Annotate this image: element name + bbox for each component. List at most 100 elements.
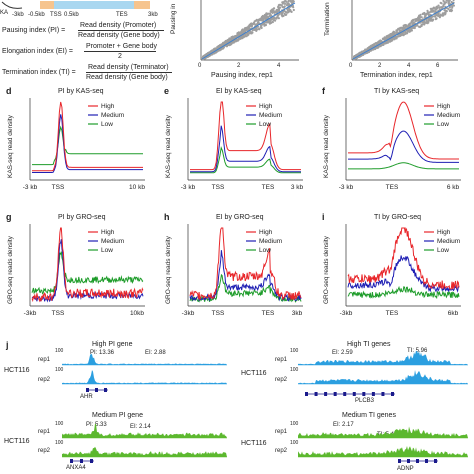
scatter-point: [214, 47, 217, 50]
fit-line: [352, 2, 455, 60]
cell-line: HCT116: [241, 440, 267, 447]
gene-exon: [391, 392, 394, 396]
legend-label: Low: [101, 121, 113, 128]
panel-title: TI by GRO-seq: [374, 214, 422, 221]
scatter-point: [421, 23, 424, 26]
scatter-point: [386, 41, 389, 44]
scatter-point: [250, 32, 253, 35]
series-line-high: [190, 101, 301, 171]
x-tick-label: -3 kb: [181, 184, 196, 191]
scatter-point: [416, 19, 419, 22]
scatter-point: [444, 10, 447, 13]
scatter-xtick: 6: [436, 63, 440, 69]
scale-label: 100: [55, 348, 64, 354]
scatter-point: [432, 15, 435, 18]
gene-exon: [70, 459, 73, 463]
rep-label: rep2: [275, 377, 288, 383]
scatter-point: [445, 0, 448, 2]
scatter-point: [410, 21, 413, 24]
eq-name: Termination index (TI) =: [2, 69, 76, 76]
track-signal: [62, 353, 227, 365]
scatter-point: [257, 18, 260, 21]
legend-label: Medium: [437, 238, 460, 245]
eq-name: Pausing index (PI) =: [2, 27, 66, 34]
legend-label: Low: [101, 247, 113, 254]
scatter-point: [385, 37, 388, 41]
scatter-point: [437, 4, 440, 7]
track-signal: [298, 446, 468, 457]
scatter-point: [256, 25, 260, 28]
scatter-point: [372, 43, 375, 46]
gene-exon: [371, 392, 375, 396]
scatter-point: [278, 3, 281, 6]
promoter-box: [40, 1, 54, 9]
series-line-low: [31, 251, 144, 295]
metaplot-panel-g: g PI by GRO-seq GRO-seq reads density High M…: [0, 212, 158, 336]
track-title: High TI genes: [347, 341, 391, 348]
scatter-point: [286, 11, 289, 14]
scatter-point: [266, 20, 269, 23]
scatter-point: [438, 8, 441, 11]
x-tick-label: -3kb: [340, 310, 353, 317]
scatter-point: [395, 35, 398, 39]
rep-label: rep1: [38, 357, 51, 363]
scatter-point: [416, 24, 419, 27]
gene-exon: [343, 392, 347, 396]
scatter-point: [283, 5, 286, 8]
scatter-point: [397, 27, 401, 30]
x-tick-label: TES: [386, 310, 399, 317]
gene-name: ADNP: [397, 466, 414, 472]
legend-label: Low: [259, 121, 271, 128]
index-label: EI: 2.59: [332, 350, 353, 356]
panel-letter: i: [322, 212, 325, 222]
panel-title: EI by GRO-seq: [216, 214, 264, 221]
schematic-tick: TES: [116, 12, 128, 18]
scatter-point: [426, 12, 429, 15]
gene-exon: [314, 392, 318, 396]
scatter-point: [275, 17, 278, 20]
equation-pi: Pausing index (PI) = Read density (Promo…: [2, 22, 167, 39]
gene-exon: [333, 392, 337, 396]
schematic-tick: 0.5kb: [64, 12, 79, 18]
gene-exon: [434, 459, 437, 463]
metaplot-panel-f: f TI by KAS-seq KAS-seq read density High Me…: [316, 86, 474, 210]
scatter-point: [250, 25, 253, 28]
scatter-point: [256, 22, 259, 25]
scatter-point: [237, 31, 240, 35]
track-block-high-pi: High PI gene HCT116 rep1 rep2 100 100 PI…: [0, 340, 237, 408]
scatter-point: [417, 25, 421, 28]
scatter-point: [232, 36, 235, 39]
scatter-point: [250, 22, 253, 26]
x-tick-label: 6kb: [448, 310, 459, 317]
index-label: TI: 5.96: [407, 348, 428, 354]
scatter-point: [447, 8, 450, 11]
scatter-point: [369, 44, 373, 48]
x-tick-label: 10 kb: [129, 184, 145, 191]
metaplot-panel-e: e EI by KAS-seq KAS-seq read density High Me…: [158, 86, 316, 210]
index-label: EI: 2.88: [145, 350, 166, 356]
index-label: EI: 2.17: [333, 422, 354, 428]
x-tick-label: 3kb: [292, 310, 303, 317]
gene-exon: [305, 392, 308, 396]
scatter-point: [412, 26, 415, 29]
scatter-point: [257, 20, 260, 24]
scatter-point: [227, 38, 231, 42]
x-tick-label: 6 kb: [447, 184, 460, 191]
scatter-point: [438, 6, 441, 9]
scatter-point: [276, 15, 279, 18]
scatter-point: [380, 39, 383, 43]
scatter-xlabel: Pausing index, rep1: [211, 72, 273, 79]
x-tick-label: TES: [386, 184, 399, 191]
x-tick-label: TSS: [212, 310, 225, 317]
scatter-point: [405, 24, 408, 27]
series-line-medium: [32, 114, 143, 173]
scatter-point: [433, 15, 436, 18]
scatter-point: [261, 18, 264, 21]
legend-label: Medium: [437, 112, 460, 119]
eq-den: Read density (Gene body): [86, 74, 168, 81]
equation-ei: Elongation index (EI) = Promoter + Gene …: [2, 43, 167, 60]
scatter-xtick: 2: [378, 63, 382, 69]
track-signal: [62, 446, 227, 457]
schematic-tick: TSS: [50, 12, 62, 18]
scatter-point: [427, 19, 431, 22]
